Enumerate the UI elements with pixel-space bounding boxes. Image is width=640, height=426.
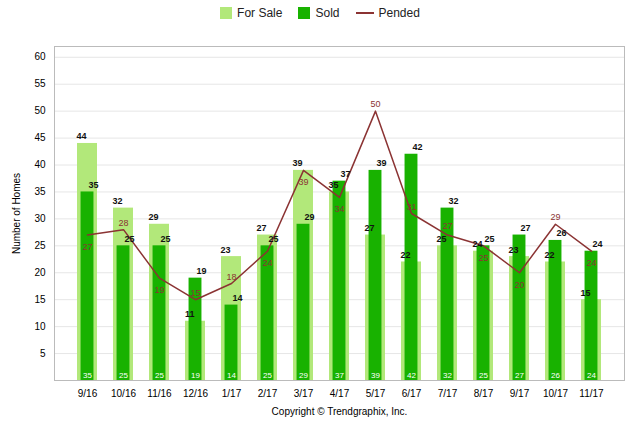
- svg-text:15: 15: [34, 294, 46, 305]
- svg-text:25: 25: [155, 371, 164, 380]
- svg-text:42: 42: [413, 142, 423, 152]
- svg-text:50: 50: [34, 105, 46, 116]
- html-text:Sold: Sold: [315, 6, 340, 20]
- svg-text:39: 39: [298, 177, 308, 187]
- svg-text:31: 31: [406, 202, 416, 212]
- svg-text:55: 55: [34, 78, 46, 89]
- svg-text:26: 26: [551, 371, 560, 380]
- svg-text:1/17: 1/17: [222, 388, 242, 399]
- svg-text:34: 34: [334, 204, 344, 214]
- svg-text:37: 37: [341, 169, 351, 179]
- svg-text:Copyright © Trendgraphix, Inc.: Copyright © Trendgraphix, Inc.: [272, 406, 408, 417]
- html-text:Pended: Pended: [378, 6, 420, 20]
- svg-text:14: 14: [233, 293, 243, 303]
- svg-text:25: 25: [263, 371, 272, 380]
- svg-text:39: 39: [377, 158, 387, 168]
- svg-text:9/16: 9/16: [78, 388, 98, 399]
- svg-text:5/17: 5/17: [366, 388, 386, 399]
- svg-text:35: 35: [83, 371, 92, 380]
- svg-text:19: 19: [191, 371, 200, 380]
- svg-text:24: 24: [472, 239, 482, 249]
- svg-text:11: 11: [185, 309, 195, 319]
- svg-text:28: 28: [118, 218, 128, 228]
- svg-text:42: 42: [407, 371, 416, 380]
- svg-text:25: 25: [161, 234, 171, 244]
- svg-text:45: 45: [34, 132, 46, 143]
- svg-text:5: 5: [40, 348, 46, 359]
- svg-text:50: 50: [370, 99, 380, 109]
- svg-text:26: 26: [557, 228, 567, 238]
- svg-text:27: 27: [515, 371, 524, 380]
- svg-text:6/17: 6/17: [402, 388, 422, 399]
- svg-text:18: 18: [226, 272, 236, 282]
- svg-text:22: 22: [544, 250, 554, 260]
- svg-text:11/16: 11/16: [147, 388, 172, 399]
- svg-text:23: 23: [508, 245, 518, 255]
- svg-text:60: 60: [34, 51, 46, 62]
- svg-text:23: 23: [220, 245, 230, 255]
- svg-text:25: 25: [436, 234, 446, 244]
- svg-text:11/17: 11/17: [579, 388, 604, 399]
- svg-text:25: 25: [485, 234, 495, 244]
- svg-text:19: 19: [197, 266, 207, 276]
- svg-text:37: 37: [335, 371, 344, 380]
- svg-text:10: 10: [34, 321, 46, 332]
- svg-text:19: 19: [154, 285, 164, 295]
- svg-text:25: 25: [269, 234, 279, 244]
- svg-text:25: 25: [479, 371, 488, 380]
- svg-text:14: 14: [227, 371, 236, 380]
- svg-text:25: 25: [119, 371, 128, 380]
- svg-text:32: 32: [443, 371, 452, 380]
- svg-text:27: 27: [256, 223, 266, 233]
- svg-text:24: 24: [587, 371, 596, 380]
- svg-text:24: 24: [593, 239, 603, 249]
- svg-text:Number of Homes: Number of Homes: [11, 173, 22, 254]
- svg-text:32: 32: [449, 196, 459, 206]
- svg-text:40: 40: [34, 159, 46, 170]
- svg-text:12/16: 12/16: [183, 388, 208, 399]
- svg-text:29: 29: [148, 212, 158, 222]
- svg-text:35: 35: [89, 180, 99, 190]
- svg-text:4/17: 4/17: [330, 388, 350, 399]
- svg-text:20: 20: [514, 280, 524, 290]
- svg-text:39: 39: [292, 158, 302, 168]
- svg-text:27: 27: [442, 221, 452, 231]
- svg-text:25: 25: [125, 234, 135, 244]
- svg-text:44: 44: [76, 131, 86, 141]
- svg-text:24: 24: [586, 258, 596, 268]
- svg-text:20: 20: [34, 267, 46, 278]
- svg-text:30: 30: [34, 213, 46, 224]
- svg-text:35: 35: [328, 180, 338, 190]
- svg-text:22: 22: [400, 250, 410, 260]
- svg-text:10/16: 10/16: [111, 388, 136, 399]
- svg-text:29: 29: [299, 371, 308, 380]
- svg-text:29: 29: [305, 212, 315, 222]
- svg-text:25: 25: [478, 253, 488, 263]
- svg-text:27: 27: [82, 242, 92, 252]
- svg-text:15: 15: [580, 288, 590, 298]
- svg-text:10/17: 10/17: [543, 388, 568, 399]
- svg-text:3/17: 3/17: [294, 388, 314, 399]
- svg-text:27: 27: [521, 223, 531, 233]
- svg-text:7/17: 7/17: [438, 388, 458, 399]
- svg-text:29: 29: [550, 212, 560, 222]
- svg-text:25: 25: [34, 240, 46, 251]
- svg-text:24: 24: [262, 258, 272, 268]
- svg-text:2/17: 2/17: [258, 388, 278, 399]
- svg-text:39: 39: [371, 371, 380, 380]
- html-text:For Sale: For Sale: [237, 6, 283, 20]
- svg-text:8/17: 8/17: [474, 388, 494, 399]
- svg-text:15: 15: [190, 288, 200, 298]
- svg-text:27: 27: [364, 223, 374, 233]
- svg-text:9/17: 9/17: [510, 388, 530, 399]
- svg-text:32: 32: [112, 196, 122, 206]
- svg-text:35: 35: [34, 186, 46, 197]
